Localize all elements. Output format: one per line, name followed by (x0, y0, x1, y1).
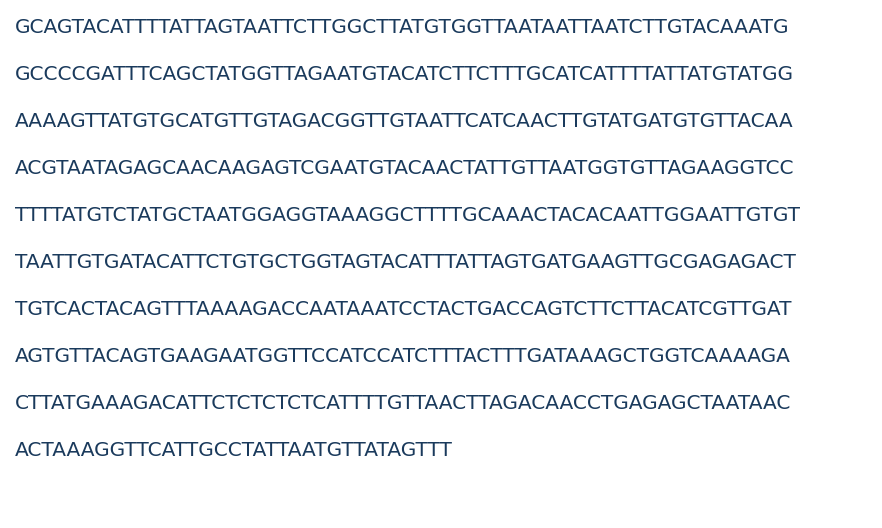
Text: GCCCCGATTTCAGCTATGGTTAGAATGTACATCTTCTTTGCATCATTTTATTATGTATGG: GCCCCGATTTCAGCTATGGTTAGAATGTACATCTTCTTTG… (15, 65, 794, 84)
Text: GCAGTACATTTTATTAGTAATTCTTGGCTTATGTGGTTAATAATTAATCTTGTACAAATG: GCAGTACATTTTATTAGTAATTCTTGGCTTATGTGGTTAA… (15, 18, 789, 37)
Text: TTTTATGTCTATGCTAATGGAGGTAAAGGCTTTTGCAAACTACACAATTGGAATTGTGT: TTTTATGTCTATGCTAATGGAGGTAAAGGCTTTTGCAAAC… (15, 206, 800, 225)
Text: ACGTAATAGAGCAACAAGAGTCGAATGTACAACTATTGTTAATGGTGTTAGAAGGTCC: ACGTAATAGAGCAACAAGAGTCGAATGTACAACTATTGTT… (15, 159, 795, 178)
Text: TAATTGTGATACATTCTGTGCTGGTAGTACATTTATTAGTGATGAAGTTGCGAGAGACT: TAATTGTGATACATTCTGTGCTGGTAGTACATTTATTAGT… (15, 253, 796, 272)
Text: ACTAAAGGTTCATTGCCTATTAATGTTATAGTTT: ACTAAAGGTTCATTGCCTATTAATGTTATAGTTT (15, 441, 452, 460)
Text: AAAAGTTATGTGCATGTTGTAGACGGTTGTAATTCATCAACTTGTATGATGTGTTACAA: AAAAGTTATGTGCATGTTGTAGACGGTTGTAATTCATCAA… (15, 112, 794, 131)
Text: TGTCACTACAGTTTAAAAGACCAATAAATCCTACTGACCAGTCTTCTTACATCGTTGAT: TGTCACTACAGTTTAAAAGACCAATAAATCCTACTGACCA… (15, 300, 791, 319)
Text: AGTGTTACAGTGAAGAATGGTTCCATCCATCTTTACTTTGATAAAGCTGGTCAAAAGA: AGTGTTACAGTGAAGAATGGTTCCATCCATCTTTACTTTG… (15, 347, 791, 366)
Text: CTTATGAAAGACATTCTCTCTCTCATTTTGTTAACTTAGACAACCTGAGAGCTAATAAC: CTTATGAAAGACATTCTCTCTCTCATTTTGTTAACTTAGA… (15, 394, 791, 413)
